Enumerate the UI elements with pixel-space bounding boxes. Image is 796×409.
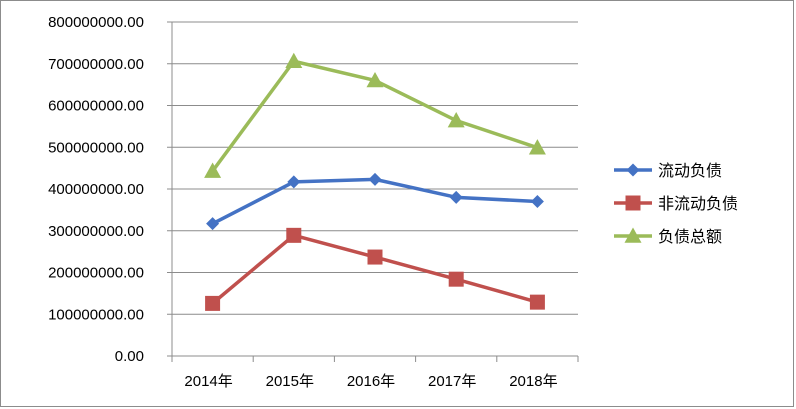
series-2	[205, 227, 545, 311]
x-tick-label: 2018年	[509, 373, 557, 390]
data-point	[286, 227, 302, 243]
data-point	[529, 294, 545, 310]
legend-label: 非流动负债	[658, 195, 738, 213]
y-tick-label: 100000000.00	[48, 306, 144, 323]
data-point	[205, 295, 221, 311]
gridlines	[172, 21, 578, 315]
y-tick-label: 700000000.00	[48, 56, 144, 73]
series-3	[204, 52, 546, 178]
data-point	[366, 71, 384, 88]
data-point	[206, 217, 220, 231]
series-group	[204, 52, 546, 311]
data-point	[287, 175, 301, 189]
y-axis-tick-labels: 0.00 100000000.00 200000000.00 300000000.00…	[48, 14, 144, 365]
data-point	[204, 162, 222, 178]
data-point	[530, 195, 544, 209]
axes	[167, 21, 579, 362]
data-point	[368, 172, 382, 186]
series-1	[206, 172, 544, 231]
legend-marker	[626, 163, 640, 177]
legend-marker	[625, 195, 641, 211]
x-axis-tick-labels: 2014年 2015年 2016年 2017年 2018年	[184, 373, 557, 390]
data-point	[528, 139, 546, 155]
legend-item: 负债总额	[614, 227, 722, 246]
legend-label: 流动负债	[658, 162, 722, 180]
x-tick-label: 2015年	[266, 373, 314, 390]
y-tick-label: 400000000.00	[48, 181, 144, 198]
data-point	[367, 249, 383, 265]
y-tick-label: 500000000.00	[48, 139, 144, 156]
data-point	[448, 271, 464, 287]
legend-item: 流动负债	[614, 162, 722, 180]
series-line	[211, 177, 538, 226]
y-tick-label: 300000000.00	[48, 223, 144, 240]
x-tick-label: 2014年	[184, 373, 232, 390]
legend-item: 非流动负债	[614, 195, 738, 213]
data-point	[447, 112, 465, 128]
y-tick-label: 200000000.00	[48, 265, 144, 282]
x-tick-label: 2017年	[428, 373, 476, 390]
data-point	[449, 190, 463, 204]
legend-label: 负债总额	[658, 228, 722, 246]
y-tick-label: 800000000.00	[48, 14, 144, 31]
data-point	[285, 52, 303, 69]
series-line	[211, 233, 538, 305]
y-tick-label: 0.00	[115, 348, 144, 365]
x-tick-label: 2016年	[347, 373, 395, 390]
legend-marker	[624, 227, 642, 243]
y-tick-label: 600000000.00	[48, 98, 144, 115]
